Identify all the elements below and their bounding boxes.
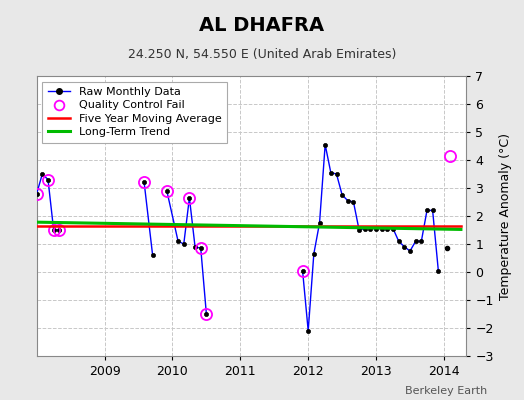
Y-axis label: Temperature Anomaly (°C): Temperature Anomaly (°C) — [499, 132, 512, 300]
Text: AL DHAFRA: AL DHAFRA — [200, 16, 324, 35]
Text: 24.250 N, 54.550 E (United Arab Emirates): 24.250 N, 54.550 E (United Arab Emirates… — [128, 48, 396, 61]
Legend: Raw Monthly Data, Quality Control Fail, Five Year Moving Average, Long-Term Tren: Raw Monthly Data, Quality Control Fail, … — [42, 82, 227, 143]
Text: Berkeley Earth: Berkeley Earth — [405, 386, 487, 396]
